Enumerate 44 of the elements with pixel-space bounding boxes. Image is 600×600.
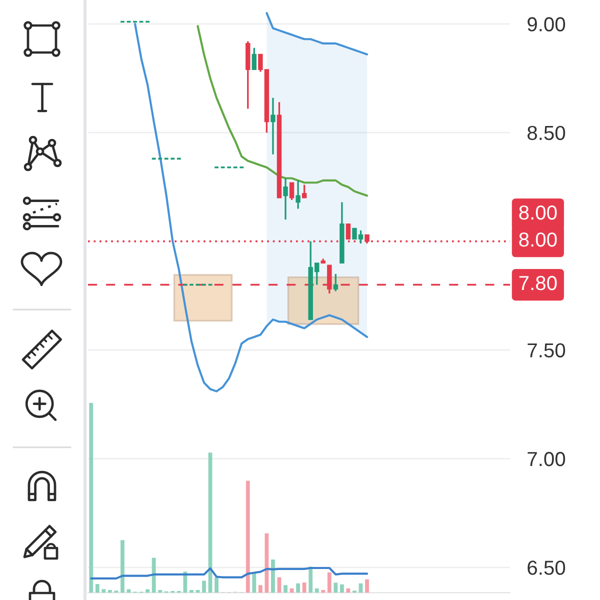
- bar: [284, 585, 288, 593]
- candlestick: [252, 46, 257, 70]
- bar: [340, 584, 344, 593]
- bar: [246, 480, 250, 593]
- y-tick-label: 6.50: [528, 560, 566, 575]
- bar: [258, 585, 262, 593]
- candlestick: [270, 96, 276, 156]
- bar: [95, 584, 100, 593]
- bar: [365, 579, 369, 593]
- text: 8.00: [519, 205, 557, 220]
- bar: [190, 590, 194, 593]
- bar: [146, 589, 150, 593]
- bar: [296, 583, 300, 593]
- y-tick-label: 7.50: [528, 343, 566, 358]
- bar: [102, 589, 106, 593]
- bar: [252, 573, 256, 593]
- bar: [314, 588, 319, 593]
- ref-line-label: 7.80: [519, 276, 557, 290]
- candlestick: [333, 273, 338, 292]
- bar: [108, 590, 112, 593]
- bar: [334, 582, 338, 593]
- bar: [302, 582, 306, 593]
- bar: [120, 540, 124, 593]
- line-series: [196, 25, 368, 197]
- bar: [308, 566, 313, 593]
- bar: [327, 572, 332, 593]
- candlestick: [283, 177, 288, 220]
- line-series: [266, 12, 368, 56]
- bar: [158, 590, 162, 593]
- bar: [202, 580, 206, 593]
- candlestick: [289, 182, 294, 201]
- line-series: [134, 22, 368, 392]
- bar: [183, 572, 188, 593]
- ref-line-label: 8.00: [519, 232, 557, 247]
- y-tick-label: 8.50: [528, 126, 566, 140]
- candlestick: [302, 184, 307, 199]
- bar: [89, 402, 94, 593]
- y-tick-label: 7.00: [528, 452, 566, 466]
- bar: [214, 577, 218, 593]
- bar: [271, 559, 275, 593]
- bar: [321, 590, 326, 593]
- y-tick-label: 9.00: [528, 17, 566, 32]
- candlestick: [296, 180, 300, 210]
- bar: [152, 558, 156, 593]
